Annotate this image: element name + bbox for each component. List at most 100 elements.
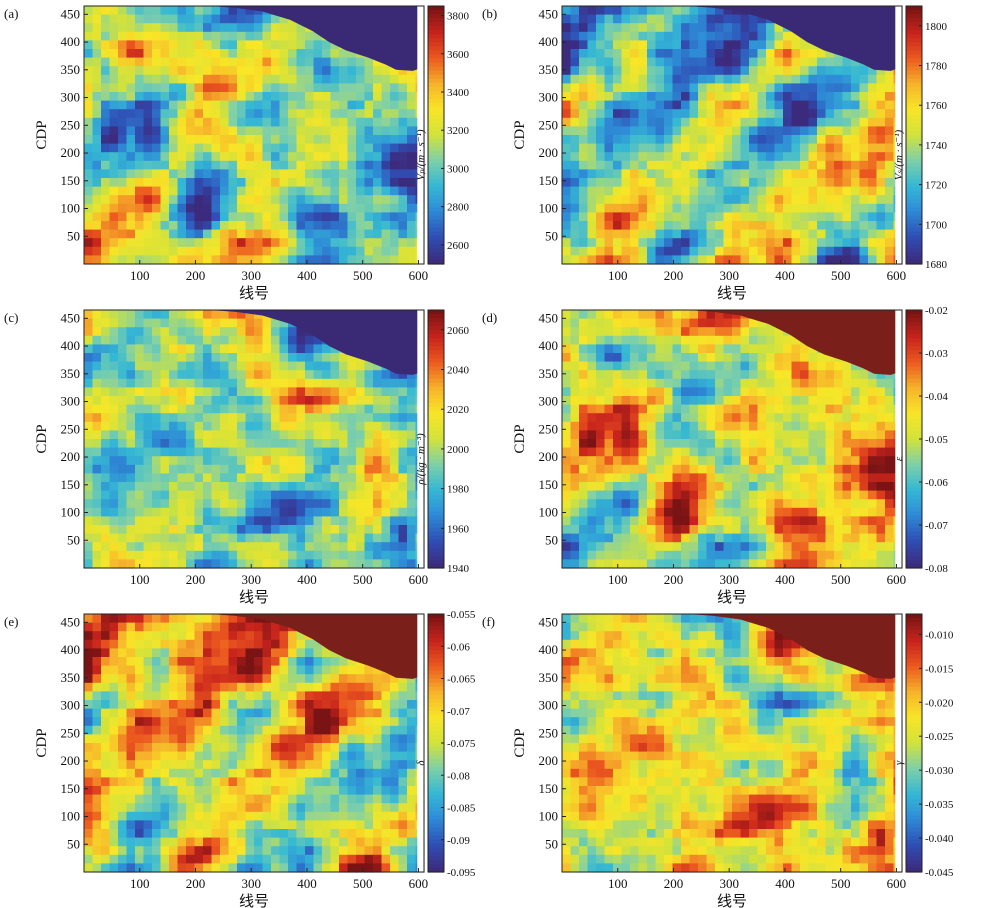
heatmap-cell: [178, 336, 187, 345]
heatmap-cell: [741, 525, 750, 534]
heatmap-cell: [860, 187, 869, 196]
heatmap-cell: [254, 551, 263, 560]
heatmap-cell: [127, 101, 136, 110]
heatmap-cell: [195, 6, 204, 15]
heatmap-cell: [579, 40, 588, 49]
heatmap-cell: [715, 101, 724, 110]
heatmap-cell: [118, 379, 127, 388]
heatmap-cell: [229, 83, 238, 92]
heatmap-cell: [885, 118, 894, 127]
heatmap-cell: [331, 66, 340, 75]
heatmap-cell: [868, 508, 877, 517]
heatmap-cell: [656, 6, 665, 15]
heatmap-cell: [212, 525, 221, 534]
heatmap-cell: [305, 482, 314, 491]
heatmap-cell: [390, 413, 399, 422]
heatmap-cell: [579, 118, 588, 127]
heatmap-cell: [715, 187, 724, 196]
heatmap-cell: [673, 482, 682, 491]
heatmap-cell: [229, 195, 238, 204]
heatmap-cell: [758, 66, 767, 75]
heatmap-cell: [562, 66, 571, 75]
heatmap-cell: [101, 204, 110, 213]
heatmap-cell: [118, 40, 127, 49]
heatmap-cell: [203, 310, 212, 319]
heatmap-cell: [588, 23, 597, 32]
heatmap-cell: [101, 49, 110, 58]
heatmap-cell: [681, 75, 690, 84]
heatmap-cell: [681, 32, 690, 41]
heatmap-cell: [596, 247, 605, 256]
heatmap-cell: [800, 187, 809, 196]
heatmap-cell: [749, 327, 758, 336]
heatmap-cell: [741, 448, 750, 457]
heatmap-cell: [407, 204, 416, 213]
heatmap-cell: [356, 396, 365, 405]
heatmap-cell: [263, 396, 272, 405]
heatmap-cell: [639, 75, 648, 84]
heatmap-cell: [339, 58, 348, 67]
heatmap-cell: [161, 405, 170, 414]
heatmap-cell: [399, 178, 408, 187]
heatmap-cell: [263, 430, 272, 439]
heatmap-cell: [622, 491, 631, 500]
heatmap-cell: [630, 178, 639, 187]
heatmap-cell: [127, 499, 136, 508]
heatmap-cell: [715, 152, 724, 161]
heatmap-cell: [792, 83, 801, 92]
heatmap-cell: [639, 49, 648, 58]
heatmap-cell: [127, 187, 136, 196]
heatmap-cell: [348, 473, 357, 482]
heatmap-cell: [212, 109, 221, 118]
y-tick-label: 350: [61, 62, 81, 77]
colorbar-segment: [906, 212, 922, 217]
heatmap-cell: [775, 456, 784, 465]
heatmap-cell: [732, 499, 741, 508]
heatmap-cell: [178, 473, 187, 482]
heatmap-cell: [331, 101, 340, 110]
heatmap-cell: [84, 362, 93, 371]
heatmap-cell: [715, 413, 724, 422]
heatmap-cell: [331, 456, 340, 465]
heatmap-cell: [826, 92, 835, 101]
heatmap-cell: [118, 195, 127, 204]
heatmap-cell: [356, 430, 365, 439]
heatmap-cell: [877, 396, 886, 405]
heatmap-cell: [605, 238, 614, 247]
heatmap-cell: [84, 58, 93, 67]
heatmap-cell: [724, 83, 733, 92]
heatmap-cell: [271, 247, 280, 256]
heatmap-cell: [792, 422, 801, 431]
heatmap-cell: [101, 23, 110, 32]
heatmap-cell: [212, 221, 221, 230]
heatmap-cell: [373, 178, 382, 187]
heatmap-cell: [630, 353, 639, 362]
heatmap-cell: [212, 405, 221, 414]
heatmap-cell: [596, 353, 605, 362]
heatmap-cell: [339, 187, 348, 196]
heatmap-cell: [127, 195, 136, 204]
heatmap-cell: [365, 525, 374, 534]
heatmap-cell: [110, 221, 119, 230]
heatmap-cell: [792, 152, 801, 161]
heatmap-cell: [860, 83, 869, 92]
heatmap-cell: [127, 6, 136, 15]
heatmap-cell: [656, 353, 665, 362]
heatmap-cell: [724, 353, 733, 362]
heatmap-cell: [843, 482, 852, 491]
heatmap-cell: [792, 499, 801, 508]
heatmap-cell: [860, 422, 869, 431]
heatmap-cell: [579, 6, 588, 15]
heatmap-cell: [749, 230, 758, 239]
heatmap-cell: [229, 448, 238, 457]
heatmap-cell: [673, 135, 682, 144]
heatmap-cell: [348, 126, 357, 135]
heatmap-cell: [605, 255, 614, 264]
heatmap-cell: [161, 204, 170, 213]
heatmap-cell: [382, 204, 391, 213]
heatmap-cell: [229, 118, 238, 127]
heatmap-cell: [834, 221, 843, 230]
heatmap-cell: [280, 491, 289, 500]
heatmap-cell: [390, 559, 399, 568]
heatmap-cell: [203, 195, 212, 204]
